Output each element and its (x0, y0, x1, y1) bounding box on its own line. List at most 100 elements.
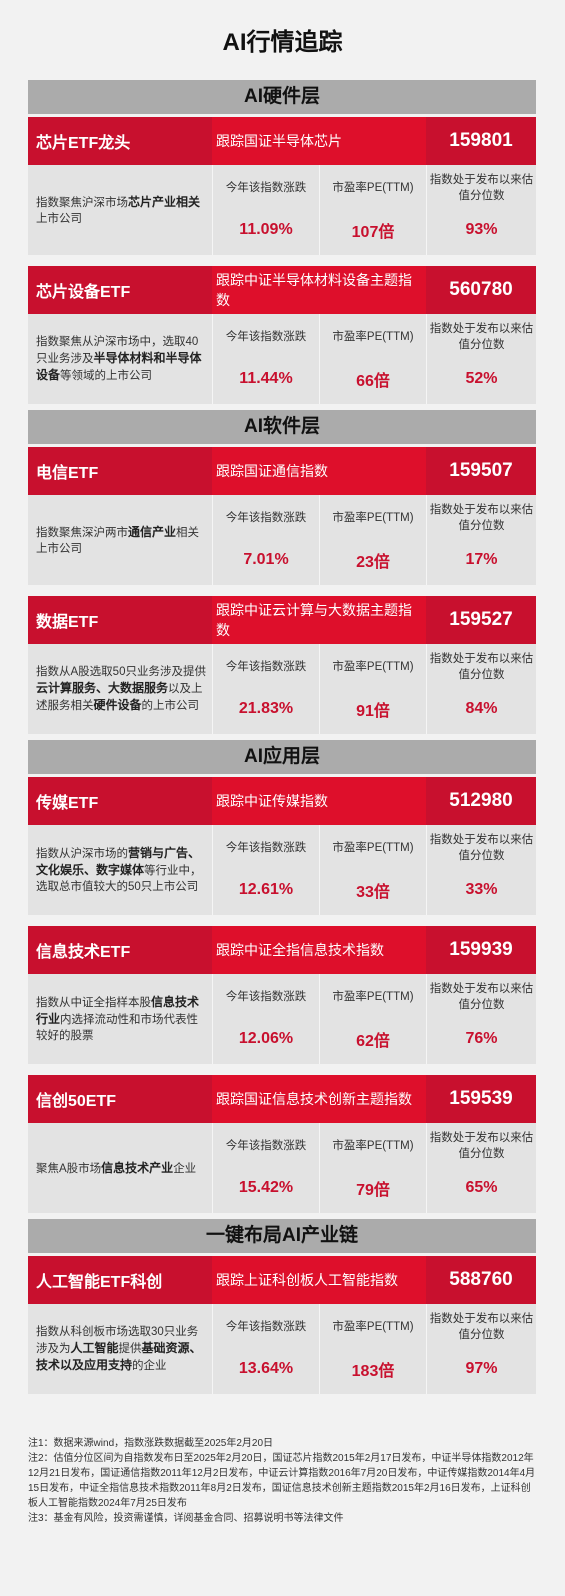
description-segment: 企业 (173, 1162, 197, 1175)
description-segment: 相关上市公司 (36, 526, 200, 555)
valuation-percentile-value: 93% (465, 221, 498, 238)
index-description: 指数从沪深市场的营销与广告、文化娱乐、数字媒体等行业中，选取总市值较大的50只上… (28, 825, 212, 915)
description-segment: 指数从中证全指样本股 (36, 997, 151, 1009)
pe-ratio-value: 62倍 (356, 1033, 390, 1050)
card-body: 指数聚焦深沪两市通信产业相关上市公司 今年该指数涨跌 7.01% 市盈率PE(TTM)… (28, 495, 536, 585)
card-header: 芯片ETF龙头 跟踪国证半导体芯片 159801 (28, 117, 536, 165)
ytd-change-label: 今年该指数涨跌 (225, 991, 307, 1003)
valuation-percentile-value: 17% (465, 551, 498, 568)
tracking-index: 跟踪国证半导体芯片 (212, 117, 426, 165)
pe-ratio-cell: 市盈率PE(TTM) 33倍 (319, 825, 426, 915)
valuation-percentile-label: 指数处于发布以来估值分位数 (429, 1313, 534, 1341)
fund-code: 159801 (449, 130, 513, 151)
pe-ratio-value: 107倍 (351, 224, 395, 241)
footnote: 注2：估值分位区间为自指数发布日至2025年2月20日，国证芯片指数2015年2… (28, 1453, 536, 1509)
etf-card: 芯片ETF龙头 跟踪国证半导体芯片 159801 指数聚焦沪深市场芯片产业相关上市公司… (28, 117, 536, 255)
card-body: 指数从科创板市场选取30只业务涉及为人工智能提供基础资源、技术以及应用支持的企业… (28, 1304, 536, 1394)
fund-code: 159939 (449, 939, 513, 960)
ytd-change-value: 13.64% (238, 1360, 294, 1377)
footnote: 注3：基金有风险，投资需谨慎，详阅基金合同、招募说明书等法律文件 (28, 1513, 344, 1524)
index-description: 聚焦A股市场信息技术产业企业 (28, 1123, 212, 1213)
valuation-percentile-cell: 指数处于发布以来估值分位数 84% (426, 644, 536, 734)
description-segment: 指数从沪深市场的 (36, 848, 128, 860)
ytd-change-value: 7.01% (243, 551, 289, 568)
card-header: 信息技术ETF 跟踪中证全指信息技术指数 159939 (28, 926, 536, 974)
description-highlight: 硬件设备 (93, 698, 142, 712)
description-text: 指数从中证全指样本股信息技术行业内选择流动性和市场代表性较好的股票 (36, 994, 208, 1044)
footnotes: 注1：数据来源wind，指数涨跌数据截至2025年2月20日注2：估值分位区间为… (28, 1436, 538, 1526)
description-segment: 内选择流动性和市场代表性较好的股票 (36, 1014, 199, 1042)
description-text: 聚焦A股市场信息技术产业企业 (36, 1160, 196, 1177)
valuation-percentile-value: 52% (465, 370, 498, 387)
ytd-change-cell: 今年该指数涨跌 11.09% (212, 165, 319, 255)
description-segment: 指数从A股选取50只业务涉及提供 (36, 666, 206, 678)
card-gap (28, 915, 536, 923)
fund-code: 588760 (449, 1269, 513, 1290)
card-body: 指数聚焦从沪深市场中，选取40只业务涉及半导体材料和半导体设备等领域的上市公司今… (28, 314, 536, 404)
index-description: 指数从A股选取50只业务涉及提供云计算服务、大数据服务以及上述服务相关硬件设备的… (28, 644, 212, 734)
pe-ratio-cell: 市盈率PE(TTM) 62倍 (319, 974, 426, 1064)
tracking-index: 跟踪国证通信指数 (212, 447, 426, 495)
pe-ratio-value: 79倍 (356, 1182, 390, 1199)
description-text: 指数聚焦沪深市场芯片产业相关上市公司 (36, 194, 208, 227)
valuation-percentile-cell: 指数处于发布以来估值分位数 52% (426, 314, 536, 404)
ytd-change-label: 今年该指数涨跌 (225, 842, 307, 854)
section-header: AI应用层 (28, 740, 536, 774)
valuation-percentile-cell: 指数处于发布以来估值分位数 97% (426, 1304, 536, 1394)
ytd-change-label: 今年该指数涨跌 (225, 182, 307, 194)
etf-card: 电信ETF 跟踪国证通信指数 159507 指数聚焦深沪两市通信产业相关上市公司 今年该… (28, 447, 536, 585)
index-description: 指数聚焦从沪深市场中，选取40只业务涉及半导体材料和半导体设备等领域的上市公司 (28, 314, 212, 404)
description-highlight: 半导体材料和半导体设备 (36, 351, 202, 382)
pe-ratio-label: 市盈率PE(TTM) (332, 991, 414, 1003)
description-segment: 指数聚焦沪深市场 (36, 196, 128, 209)
pe-ratio-value: 91倍 (356, 703, 390, 720)
pe-ratio-cell: 市盈率PE(TTM) 66倍 (319, 314, 426, 404)
valuation-percentile-cell: 指数处于发布以来估值分位数 93% (426, 165, 536, 255)
pe-ratio-label: 市盈率PE(TTM) (332, 1321, 414, 1333)
description-segment: 提供 (118, 1343, 142, 1355)
index-description: 指数聚焦沪深市场芯片产业相关上市公司 (28, 165, 212, 255)
tracking-index: 跟踪中证半导体材料设备主题指数 (212, 266, 426, 314)
page-title: AI行情追踪 (222, 29, 343, 56)
ytd-change-value: 12.61% (238, 881, 294, 898)
valuation-percentile-cell: 指数处于发布以来估值分位数 76% (426, 974, 536, 1064)
card-header: 传媒ETF 跟踪中证传媒指数 512980 (28, 777, 536, 825)
etf-card: 数据ETF 跟踪中证云计算与大数据主题指数 159527 指数从A股选取50只业务涉及… (28, 596, 536, 734)
pe-ratio-label: 市盈率PE(TTM) (332, 182, 414, 194)
ytd-change-label: 今年该指数涨跌 (225, 1140, 307, 1152)
ytd-change-cell: 今年该指数涨跌 13.64% (212, 1304, 319, 1394)
description-segment: 聚焦A股市场 (36, 1162, 102, 1175)
ytd-change-value: 11.09% (239, 221, 293, 238)
footnote: 注1：数据来源wind，指数涨跌数据截至2025年2月20日 (28, 1438, 274, 1449)
card-header: 人工智能ETF科创 跟踪上证科创板人工智能指数 588760 (28, 1256, 536, 1304)
ytd-change-label: 今年该指数涨跌 (225, 331, 307, 343)
etf-name: 芯片设备ETF (36, 284, 131, 301)
valuation-percentile-label: 指数处于发布以来估值分位数 (429, 834, 534, 862)
card-body: 指数聚焦沪深市场芯片产业相关上市公司 今年该指数涨跌 11.09% 市盈率PE(TTM… (28, 165, 536, 255)
valuation-percentile-cell: 指数处于发布以来估值分位数 17% (426, 495, 536, 585)
pe-ratio-cell: 市盈率PE(TTM) 91倍 (319, 644, 426, 734)
description-highlight: 人工智能 (70, 1341, 119, 1355)
ytd-change-value: 11.44% (239, 370, 293, 387)
tracking-index: 跟踪中证云计算与大数据主题指数 (212, 596, 426, 644)
ytd-change-cell: 今年该指数涨跌 7.01% (212, 495, 319, 585)
section-header: AI硬件层 (28, 80, 536, 114)
ytd-change-cell: 今年该指数涨跌 11.44% (212, 314, 319, 404)
valuation-percentile-value: 84% (465, 700, 498, 717)
description-highlight: 云计算服务、大数据服务 (36, 681, 169, 695)
valuation-percentile-cell: 指数处于发布以来估值分位数 65% (426, 1123, 536, 1213)
tracking-index: 跟踪中证传媒指数 (212, 777, 426, 825)
valuation-percentile-cell: 指数处于发布以来估值分位数 33% (426, 825, 536, 915)
description-highlight: 通信产业 (128, 524, 177, 539)
description-text: 指数从沪深市场的营销与广告、文化娱乐、数字媒体等行业中，选取总市值较大的50只上… (36, 845, 208, 895)
ytd-change-value: 15.42% (238, 1179, 294, 1196)
pe-ratio-value: 23倍 (356, 554, 390, 571)
valuation-percentile-value: 97% (465, 1360, 498, 1377)
card-body: 指数从A股选取50只业务涉及提供云计算服务、大数据服务以及上述服务相关硬件设备的… (28, 644, 536, 734)
pe-ratio-label: 市盈率PE(TTM) (332, 1140, 414, 1152)
pe-ratio-cell: 市盈率PE(TTM) 107倍 (319, 165, 426, 255)
description-segment: 等行业中，选取总市值较大的50只上市公司 (36, 865, 202, 893)
description-highlight: 信息技术产业 (101, 1160, 174, 1175)
description-segment: 以及上述服务相关 (36, 683, 203, 712)
